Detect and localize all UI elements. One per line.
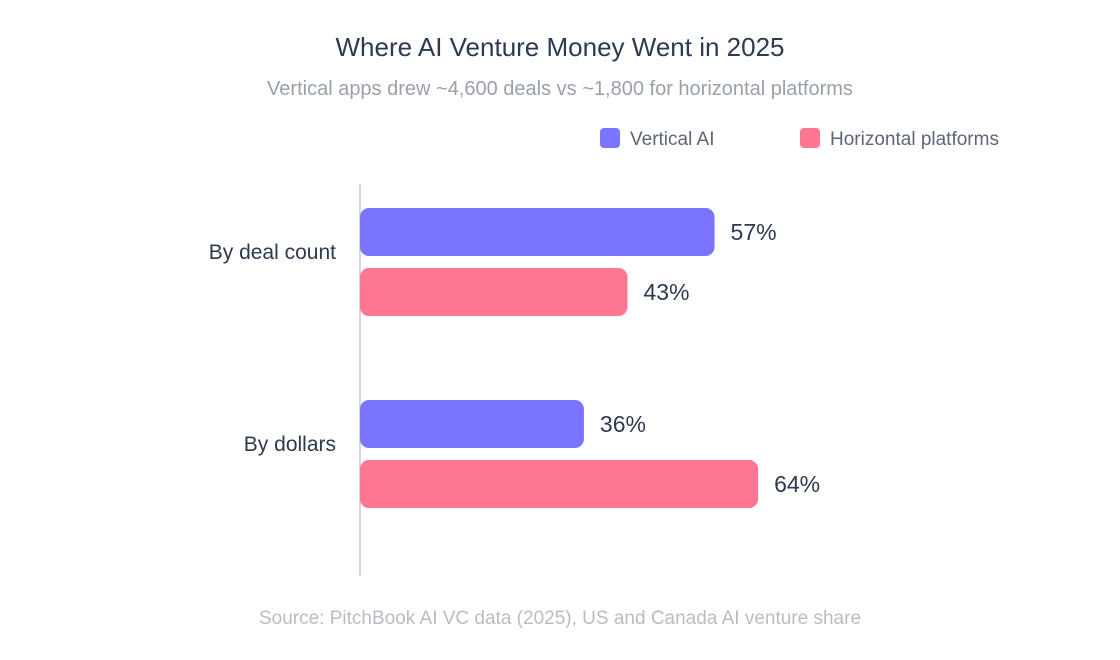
category-label-deal-count: By deal count <box>209 241 336 264</box>
bar-vertical-ai-by-deal-count <box>360 208 715 256</box>
bar-horizontal-platforms-by-deal-count <box>360 268 628 316</box>
chart-source: Source: PitchBook AI VC data (2025), US … <box>259 608 861 629</box>
value-label-vertical-ai-by-dollars: 36% <box>600 411 646 437</box>
category-label-dollars: By dollars <box>244 433 336 456</box>
bar-horizontal-platforms-by-dollars <box>360 460 759 508</box>
chart-title: Where AI Venture Money Went in 2025 <box>335 32 784 62</box>
value-label-horizontal-platforms-by-deal-count: 43% <box>643 279 689 305</box>
value-label-vertical-ai-by-deal-count: 57% <box>731 219 777 245</box>
legend-swatch-horizontal-platforms <box>800 128 820 148</box>
bar-vertical-ai-by-dollars <box>360 400 584 448</box>
chart-subtitle: Vertical apps drew ~4,600 deals vs ~1,80… <box>267 78 853 100</box>
value-label-horizontal-platforms-by-dollars: 64% <box>774 471 820 497</box>
bars-group: 57% 43% 36% 64% <box>360 208 820 508</box>
legend-label-vertical-ai: Vertical AI <box>630 129 715 150</box>
legend: Vertical AI Horizontal platforms <box>600 128 999 150</box>
legend-label-horizontal-platforms: Horizontal platforms <box>830 129 999 150</box>
legend-swatch-vertical-ai <box>600 128 620 148</box>
